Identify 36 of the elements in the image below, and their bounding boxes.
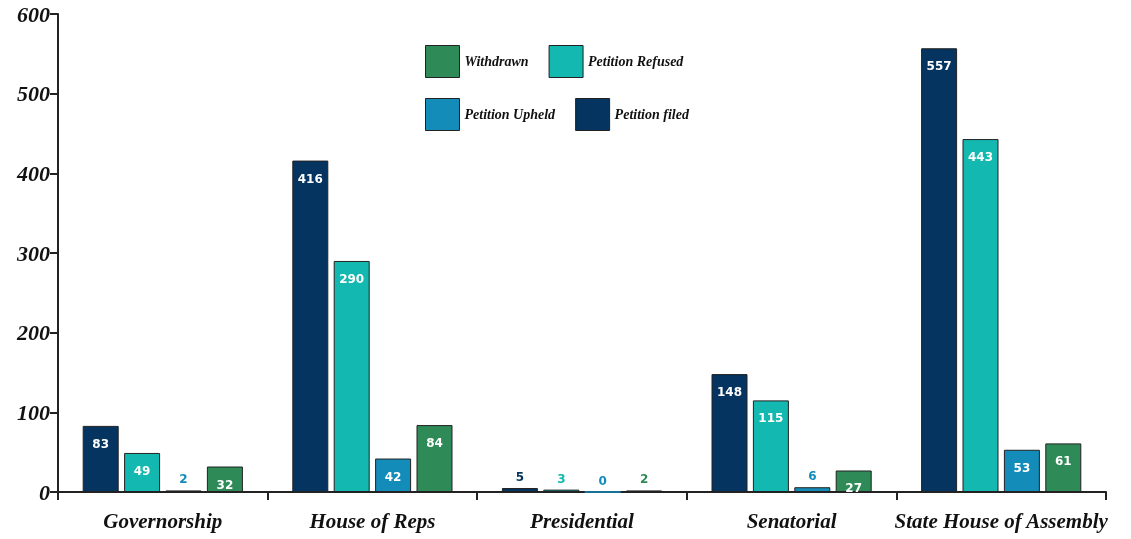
x-tick-label: House of Reps <box>308 508 436 533</box>
y-tick-label: 100 <box>17 399 50 425</box>
y-tick-label: 200 <box>16 320 50 346</box>
legend-label: Petition Upheld <box>464 107 557 122</box>
data-label: 6 <box>808 469 817 484</box>
legend-label: Petition filed <box>614 107 690 122</box>
y-tick-label: 600 <box>17 1 50 27</box>
data-label: 49 <box>133 463 151 478</box>
data-label: 2 <box>639 472 649 487</box>
data-label: 115 <box>758 411 784 426</box>
y-tick-label: 300 <box>16 240 50 266</box>
data-label: 84 <box>426 436 443 451</box>
data-label: 3 <box>557 471 566 486</box>
x-tick-label: State House of Assembly <box>894 508 1109 533</box>
data-label: 5 <box>515 470 525 485</box>
y-tick-label: 0 <box>39 479 50 505</box>
data-label: 2 <box>179 472 188 487</box>
y-tick-label: 400 <box>16 160 50 186</box>
data-label: 53 <box>1013 460 1031 475</box>
data-label: 290 <box>339 271 365 286</box>
data-label: 416 <box>297 171 323 186</box>
data-label: 0 <box>598 473 607 488</box>
data-label: 61 <box>1054 454 1072 469</box>
x-tick-label: Presidential <box>529 508 635 533</box>
data-label: 32 <box>216 477 234 492</box>
data-label: 148 <box>716 385 743 400</box>
data-label: 443 <box>967 150 994 165</box>
data-label: 557 <box>926 59 952 74</box>
legend-label: Petition Refused <box>588 54 685 69</box>
x-tick-label: Governorship <box>103 508 223 533</box>
y-tick-label: 500 <box>17 81 50 107</box>
x-tick-label: Senatorial <box>746 508 837 533</box>
data-label: 83 <box>92 436 110 451</box>
data-label: 42 <box>384 469 402 484</box>
data-label: 27 <box>845 481 863 496</box>
legend-label: Withdrawn <box>464 54 529 69</box>
